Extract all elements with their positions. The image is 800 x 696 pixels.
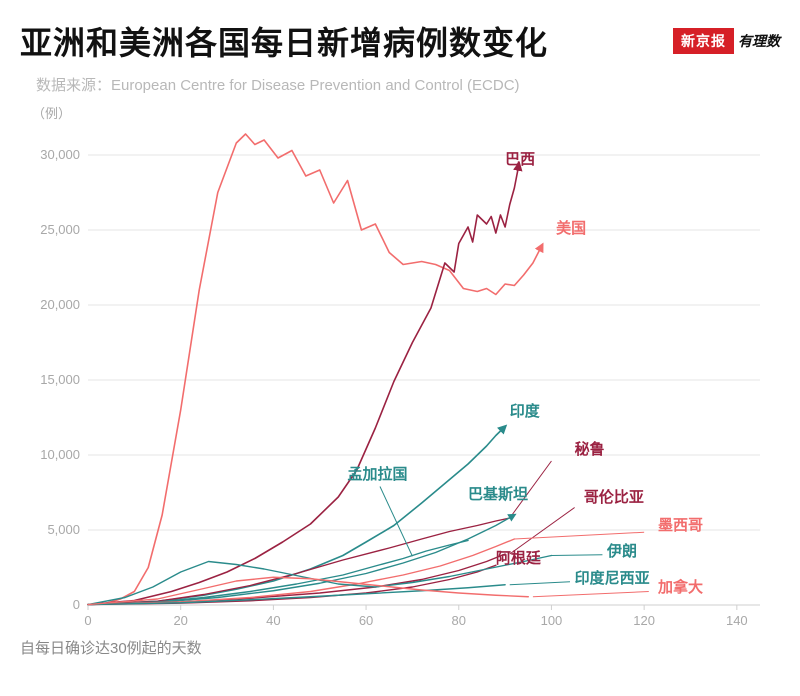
- series-line: [88, 134, 542, 605]
- x-tick-label: 40: [266, 613, 280, 628]
- series-line: [88, 515, 514, 605]
- y-tick-label: 25,000: [40, 222, 80, 237]
- y-tick-label: 0: [73, 597, 80, 612]
- publisher-logo: 新京报 有理数: [673, 28, 780, 54]
- y-tick-label: 10,000: [40, 447, 80, 462]
- x-tick-label: 100: [541, 613, 563, 628]
- y-tick-label: 5,000: [47, 522, 80, 537]
- series-label: 伊朗: [607, 540, 637, 561]
- x-tick-label: 80: [452, 613, 466, 628]
- series-label: 墨西哥: [658, 514, 703, 535]
- x-tick-label: 120: [633, 613, 655, 628]
- series-label: 孟加拉国: [348, 463, 408, 484]
- y-tick-label: 15,000: [40, 372, 80, 387]
- series-label: 印度尼西亚: [575, 567, 650, 588]
- logo-subtext: 有理数: [738, 31, 780, 51]
- x-axis-caption: 自每日确诊达30例起的天数: [20, 637, 202, 658]
- logo-red-badge: 新京报: [673, 28, 734, 54]
- series-label: 巴西: [505, 148, 535, 169]
- header: 亚洲和美洲各国每日新增病例数变化 新京报 有理数: [0, 0, 800, 72]
- series-label: 阿根廷: [496, 547, 541, 568]
- x-tick-label: 60: [359, 613, 373, 628]
- y-axis-unit: （例）: [32, 103, 71, 122]
- series-label: 美国: [556, 217, 586, 238]
- series-label: 巴基斯坦: [468, 483, 528, 504]
- page-title: 亚洲和美洲各国每日新增病例数变化: [20, 18, 548, 64]
- series-label: 秘鲁: [575, 438, 605, 459]
- chart-svg: [20, 105, 780, 645]
- data-source: 数据来源：European Centre for Disease Prevent…: [0, 72, 800, 101]
- x-tick-label: 140: [726, 613, 748, 628]
- series-label: 印度: [510, 400, 540, 421]
- y-tick-label: 20,000: [40, 297, 80, 312]
- y-tick-label: 30,000: [40, 147, 80, 162]
- series-label: 哥伦比亚: [584, 486, 644, 507]
- series-label: 加拿大: [658, 576, 703, 597]
- x-tick-label: 20: [173, 613, 187, 628]
- x-tick-label: 0: [84, 613, 91, 628]
- line-chart: 0 5,000 10,000 15,000 20,000 25,000 30,000 0 20 4…: [20, 105, 780, 645]
